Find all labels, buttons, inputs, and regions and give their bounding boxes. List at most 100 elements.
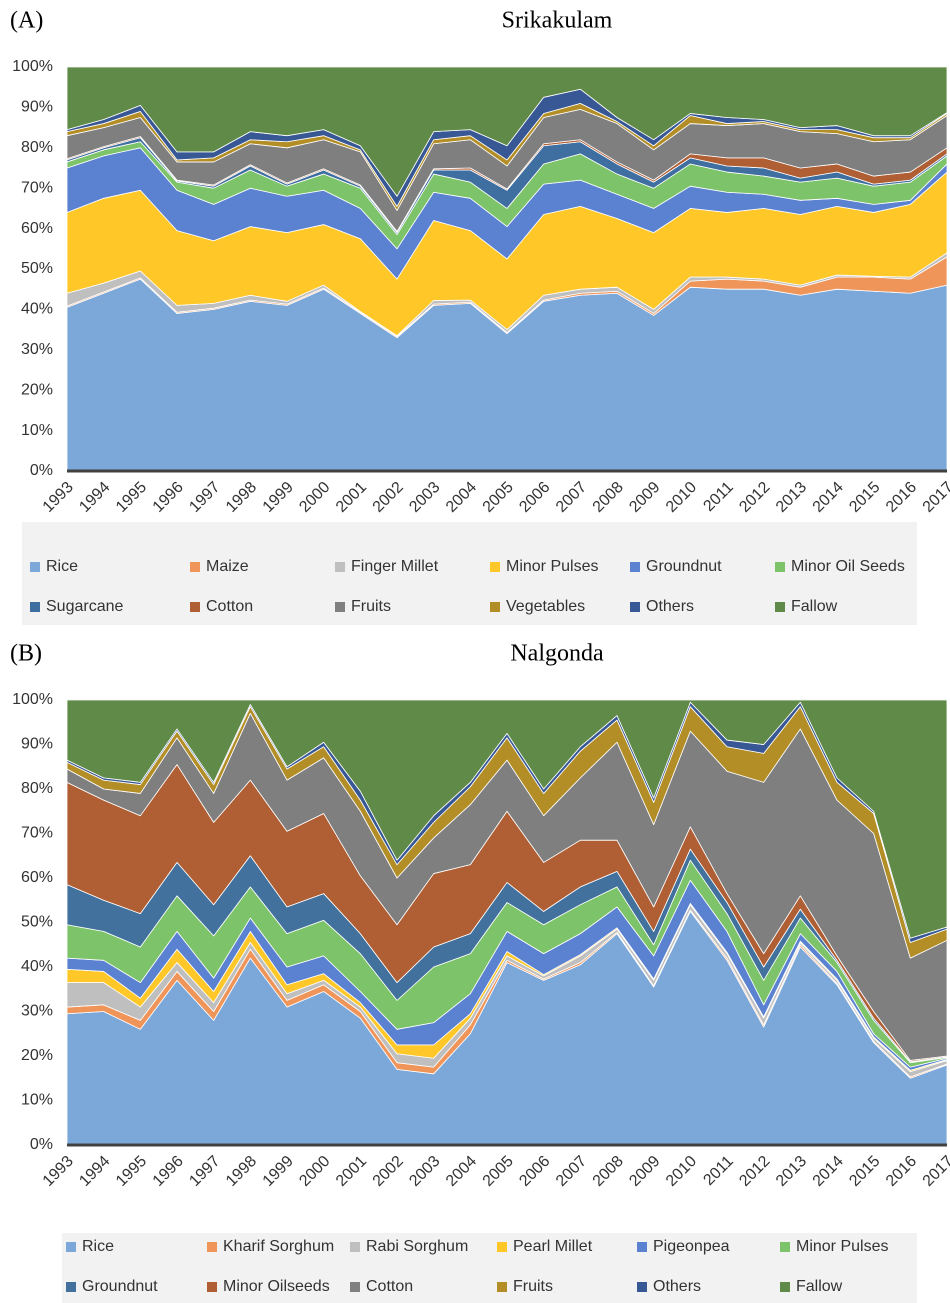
legend-box — [62, 1233, 917, 1303]
x-tick-label: 1995 — [113, 479, 150, 516]
legend-label: Fruits — [351, 598, 391, 615]
x-tick-label: 2015 — [846, 479, 883, 516]
x-tick-label: 2002 — [370, 1153, 407, 1190]
x-tick-label: 1997 — [186, 1153, 223, 1190]
legend-swatch — [497, 1282, 507, 1292]
x-tick-label: 1994 — [76, 479, 113, 516]
x-tick-label: 2016 — [883, 479, 920, 516]
y-tick-label: 60% — [21, 220, 53, 237]
x-tick-label: 2009 — [626, 479, 663, 516]
y-tick-label: 50% — [21, 914, 53, 931]
x-tick-label: 2014 — [810, 479, 847, 516]
y-tick-label: 10% — [21, 422, 53, 439]
area — [66, 66, 948, 197]
legend-swatch — [190, 602, 200, 612]
legend-swatch — [66, 1282, 76, 1292]
legend-label: Cotton — [206, 598, 253, 615]
chart-title: Nalgonda — [510, 641, 604, 667]
x-tick-label: 2006 — [516, 479, 553, 516]
x-tick-label: 2005 — [480, 1153, 517, 1190]
x-tick-label: 1994 — [76, 1153, 113, 1190]
legend-swatch — [207, 1282, 217, 1292]
y-tick-label: 0% — [30, 462, 53, 479]
y-tick-label: 80% — [21, 780, 53, 797]
x-tick-label: 2013 — [773, 479, 810, 516]
x-tick-label: 2000 — [296, 479, 333, 516]
legend-label: Vegetables — [506, 598, 585, 615]
legend-label: Kharif Sorghum — [223, 1238, 334, 1255]
legend-label: Fruits — [513, 1278, 553, 1295]
panel-label: (A) — [10, 8, 43, 34]
legend-swatch — [30, 602, 40, 612]
y-tick-label: 40% — [21, 301, 53, 318]
legend-label: Minor Pulses — [796, 1238, 888, 1255]
x-tick-label: 2014 — [810, 1153, 847, 1190]
x-tick-label: 2008 — [590, 1153, 627, 1190]
legend-swatch — [350, 1282, 360, 1292]
x-tick-label: 1996 — [150, 1153, 187, 1190]
legend-swatch — [490, 562, 500, 572]
legend-label: Rice — [82, 1238, 114, 1255]
legend-label: Maize — [206, 558, 249, 575]
y-tick-label: 80% — [21, 139, 53, 156]
x-tick-label: 2005 — [480, 479, 517, 516]
legend-label: Rabi Sorghum — [366, 1238, 468, 1255]
y-tick-label: 70% — [21, 825, 53, 842]
x-tick-label: 2008 — [590, 479, 627, 516]
legend-label: Fallow — [791, 598, 838, 615]
legend-label: Rice — [46, 558, 78, 575]
y-tick-label: 0% — [30, 1136, 53, 1153]
y-tick-label: 10% — [21, 1092, 53, 1109]
x-tick-label: 2010 — [663, 1153, 700, 1190]
x-tick-label: 1996 — [150, 479, 187, 516]
x-tick-label: 1993 — [40, 1153, 77, 1190]
x-tick-label: 1995 — [113, 1153, 150, 1190]
legend-label: Fallow — [796, 1278, 843, 1295]
y-tick-label: 50% — [21, 260, 53, 277]
x-tick-label: 2009 — [626, 1153, 663, 1190]
legend-swatch — [490, 602, 500, 612]
y-tick-label: 30% — [21, 1003, 53, 1020]
legend-label: Cotton — [366, 1278, 413, 1295]
x-tick-label: 2004 — [443, 1153, 480, 1190]
legend-label: Groundnut — [646, 558, 722, 575]
y-tick-label: 30% — [21, 341, 53, 358]
legend-swatch — [335, 602, 345, 612]
x-tick-label: 2003 — [406, 479, 443, 516]
y-tick-label: 70% — [21, 179, 53, 196]
legend-label: Minor Pulses — [506, 558, 598, 575]
legend-label: Sugarcane — [46, 598, 123, 615]
y-tick-label: 100% — [12, 691, 53, 708]
x-tick-label: 2001 — [333, 479, 370, 516]
chart-title: Srikakulam — [502, 8, 613, 34]
legend-swatch — [207, 1242, 217, 1252]
x-tick-label: 2002 — [370, 479, 407, 516]
legend-label: Minor Oilseeds — [223, 1278, 330, 1295]
legend-label: Minor Oil Seeds — [791, 558, 905, 575]
legend-label: Others — [646, 598, 694, 615]
legend-label: Finger Millet — [351, 558, 439, 575]
legend-swatch — [780, 1282, 790, 1292]
legend-swatch — [637, 1242, 647, 1252]
x-tick-label: 2007 — [553, 1153, 590, 1190]
x-tick-label: 2000 — [296, 1153, 333, 1190]
y-tick-label: 90% — [21, 99, 53, 116]
x-tick-label: 1993 — [40, 479, 77, 516]
panel-label: (B) — [10, 641, 42, 667]
x-tick-label: 2006 — [516, 1153, 553, 1190]
y-tick-label: 100% — [12, 58, 53, 75]
x-tick-label: 2004 — [443, 479, 480, 516]
legend-swatch — [630, 562, 640, 572]
legend-swatch — [190, 562, 200, 572]
legend-label: Pigeonpea — [653, 1238, 730, 1255]
y-tick-label: 20% — [21, 381, 53, 398]
x-tick-label: 2010 — [663, 479, 700, 516]
x-tick-label: 2013 — [773, 1153, 810, 1190]
legend-swatch — [775, 562, 785, 572]
x-tick-label: 2011 — [700, 479, 736, 515]
x-tick-label: 2011 — [700, 1153, 736, 1189]
x-tick-label: 2003 — [406, 1153, 443, 1190]
x-tick-label: 2001 — [333, 1153, 370, 1190]
x-tick-label: 2016 — [883, 1153, 920, 1190]
